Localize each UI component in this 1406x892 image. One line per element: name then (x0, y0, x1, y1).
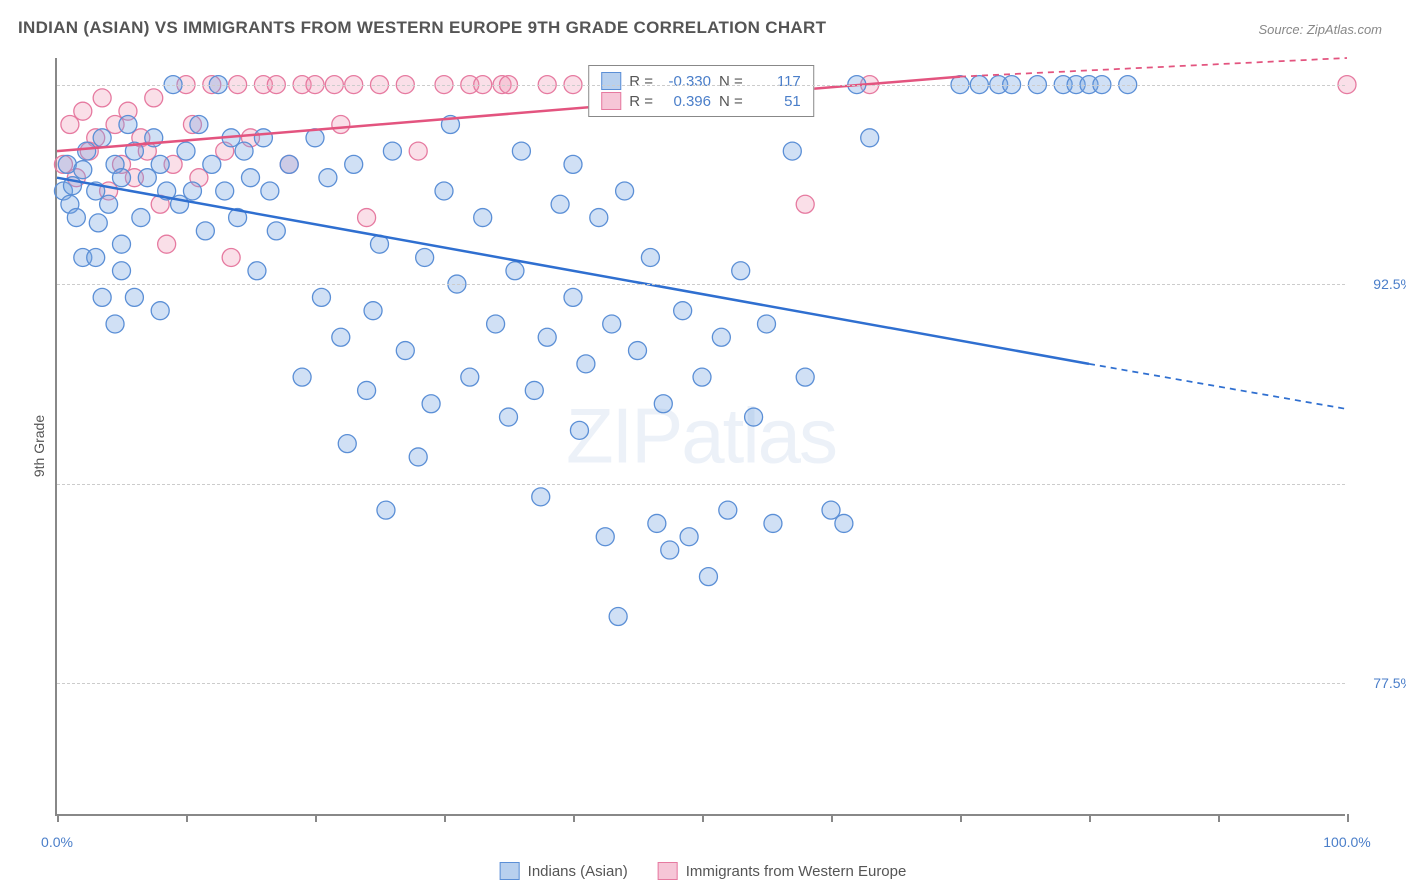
legend-r-label: R = (629, 73, 653, 90)
legend-item-b: Immigrants from Western Europe (658, 862, 907, 880)
legend-swatch-b (601, 92, 621, 110)
source-label: Source: ZipAtlas.com (1258, 22, 1382, 37)
xtick-label: 100.0% (1323, 834, 1370, 850)
correlation-legend: R = -0.330 N = 117 R = 0.396 N = 51 (588, 65, 814, 117)
legend-b-n-value: 51 (751, 93, 801, 110)
legend-swatch-a (601, 72, 621, 90)
scatter-svg (57, 58, 1345, 814)
y-axis-label: 9th Grade (31, 415, 47, 477)
legend-b-r-value: 0.396 (661, 93, 711, 110)
legend-r-label-2: R = (629, 93, 653, 110)
xtick-label: 0.0% (41, 834, 73, 850)
ytick-label: 77.5% (1373, 675, 1406, 691)
legend-a-r-value: -0.330 (661, 73, 711, 90)
legend-a-n-value: 117 (751, 73, 801, 90)
ytick-label: 92.5% (1373, 276, 1406, 292)
legend-b-name: Immigrants from Western Europe (686, 863, 907, 880)
legend-a-name: Indians (Asian) (528, 863, 628, 880)
series-legend: Indians (Asian) Immigrants from Western … (500, 862, 907, 880)
legend-swatch-b-bottom (658, 862, 678, 880)
legend-row-a: R = -0.330 N = 117 (601, 71, 801, 91)
legend-row-b: R = 0.396 N = 51 (601, 91, 801, 111)
legend-n-label-2: N = (719, 93, 743, 110)
legend-n-label: N = (719, 73, 743, 90)
legend-item-a: Indians (Asian) (500, 862, 628, 880)
chart-title: INDIAN (ASIAN) VS IMMIGRANTS FROM WESTER… (18, 18, 826, 38)
plot-area: ZIPatlas R = -0.330 N = 117 R = 0.396 N … (55, 58, 1345, 816)
legend-swatch-a-bottom (500, 862, 520, 880)
chart-container: INDIAN (ASIAN) VS IMMIGRANTS FROM WESTER… (0, 0, 1406, 892)
